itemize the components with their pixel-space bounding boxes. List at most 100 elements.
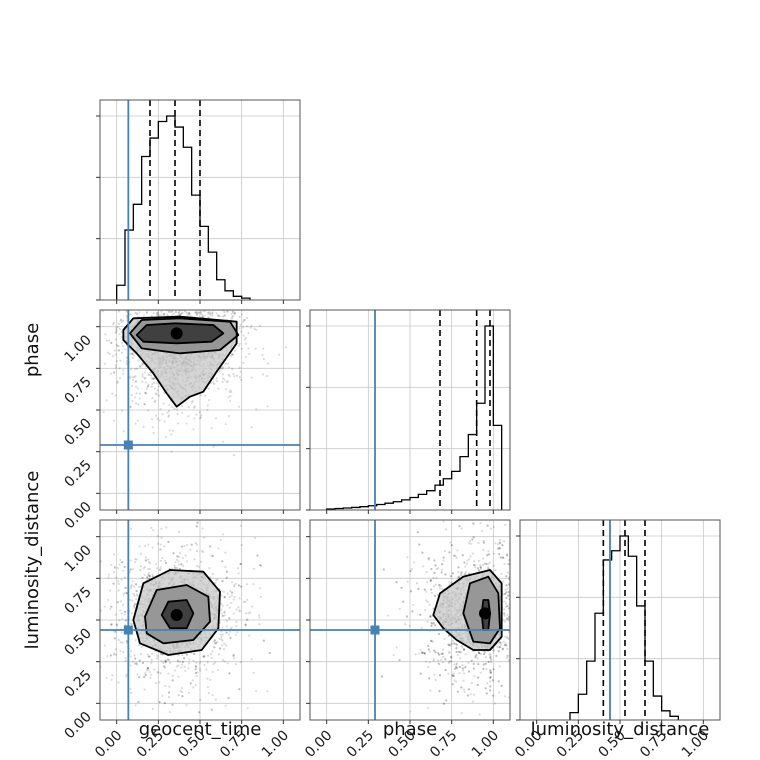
sample-point: [237, 606, 240, 609]
sample-point: [123, 610, 127, 613]
sample-point: [233, 583, 236, 587]
sample-point: [447, 634, 450, 637]
sample-point: [119, 359, 122, 362]
sample-point: [144, 381, 147, 384]
sample-point: [158, 419, 161, 422]
sample-point: [260, 564, 263, 567]
sample-point: [492, 649, 495, 652]
sample-point: [151, 377, 154, 381]
sample-point: [488, 676, 492, 680]
sample-point: [475, 654, 478, 657]
sample-point: [177, 675, 180, 678]
sample-point: [488, 653, 491, 656]
sample-point: [171, 703, 174, 706]
sample-point: [187, 405, 190, 409]
sample-point: [114, 630, 117, 634]
sample-point: [242, 320, 245, 323]
contour-line: [432, 569, 503, 651]
sample-point: [216, 668, 220, 672]
sample-point: [174, 311, 177, 314]
sample-point: [213, 646, 216, 649]
sample-point: [112, 582, 115, 585]
sample-point: [474, 655, 477, 659]
sample-point: [489, 669, 492, 672]
sample-point: [220, 367, 223, 370]
sample-point: [433, 559, 436, 562]
sample-point: [462, 648, 466, 651]
sample-point: [177, 664, 180, 667]
sample-point: [187, 667, 190, 670]
sample-point: [489, 527, 492, 530]
sample-point: [423, 651, 426, 655]
sample-point: [479, 564, 482, 567]
sample-point: [151, 573, 154, 576]
sample-point: [161, 413, 164, 416]
sample-point: [464, 572, 467, 576]
sample-point: [165, 526, 168, 529]
sample-point: [147, 373, 150, 376]
sample-point: [113, 370, 116, 373]
sample-point: [211, 694, 214, 697]
sample-point: [487, 563, 490, 566]
sample-point: [440, 652, 443, 655]
sample-point: [138, 659, 141, 662]
sample-point: [188, 312, 191, 315]
sample-point: [187, 415, 190, 418]
sample-point: [147, 560, 151, 564]
sample-point: [440, 568, 444, 571]
x-tick-label: 0.00: [92, 728, 125, 760]
sample-point: [135, 583, 138, 586]
sample-point: [482, 667, 485, 670]
sample-point: [151, 707, 154, 711]
sample-point: [113, 637, 116, 640]
sample-point: [426, 600, 430, 603]
sample-point: [181, 695, 184, 698]
sample-point: [118, 563, 121, 566]
panel-geocent_time-geocent_time: [96, 99, 301, 304]
sample-point: [430, 621, 433, 624]
sample-point: [489, 675, 492, 679]
sample-point: [155, 393, 158, 396]
sample-point: [162, 402, 165, 405]
sample-point: [482, 663, 485, 666]
sample-point: [452, 674, 455, 677]
sample-point: [488, 676, 492, 680]
sample-point: [433, 673, 436, 676]
sample-point: [117, 344, 120, 348]
sample-point: [143, 403, 146, 406]
sample-point: [482, 667, 485, 670]
sample-point: [454, 642, 457, 645]
sample-point: [491, 679, 494, 682]
sample-point: [180, 545, 184, 548]
sample-point: [152, 431, 155, 435]
sample-point: [277, 353, 281, 356]
sample-point: [225, 570, 228, 573]
sample-point: [247, 332, 250, 335]
sample-point: [104, 333, 107, 336]
panel-content: [100, 100, 300, 300]
sample-point: [159, 543, 162, 546]
sample-point: [238, 327, 241, 330]
sample-point: [173, 407, 176, 411]
sample-point: [498, 553, 501, 556]
sample-point: [237, 584, 240, 587]
sample-point: [505, 584, 508, 587]
panel-content: [310, 310, 510, 510]
sample-point: [258, 623, 261, 626]
sample-point: [112, 419, 116, 422]
sample-point: [117, 580, 120, 583]
sample-point: [211, 554, 214, 558]
sample-point: [168, 685, 171, 688]
sample-point: [193, 652, 196, 655]
sample-point: [434, 583, 437, 586]
sample-point: [143, 573, 146, 577]
sample-point: [489, 669, 492, 672]
sample-point: [225, 625, 228, 628]
sample-point: [232, 353, 235, 356]
sample-point: [228, 606, 231, 609]
sample-point: [221, 533, 225, 536]
sample-point: [438, 653, 441, 656]
sample-point: [225, 576, 228, 580]
sample-point: [131, 356, 134, 359]
sample-point: [238, 375, 242, 379]
